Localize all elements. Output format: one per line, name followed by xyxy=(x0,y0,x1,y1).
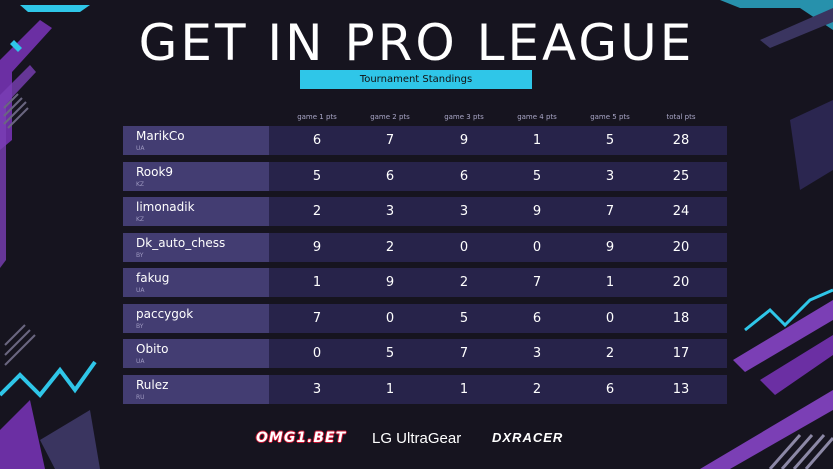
player-name: limonadik xyxy=(136,200,195,214)
player-name: paccygok xyxy=(136,306,194,321)
game-3-score: 2 xyxy=(459,275,469,290)
player-cell: paccygok BY xyxy=(123,303,269,333)
table-row: fakug UA 1 9 2 7 1 20 xyxy=(123,268,727,297)
total-score: 20 xyxy=(672,275,690,290)
game-4-score: 3 xyxy=(532,346,542,361)
game-4-score: 9 xyxy=(532,204,542,219)
total-score: 17 xyxy=(672,346,690,361)
player-name: Rulez xyxy=(136,377,169,392)
dxracer-logo: DXRACER xyxy=(492,430,564,445)
game-1-score: 9 xyxy=(312,239,322,255)
total-score: 24 xyxy=(672,204,690,219)
table-row: paccygok BY 7 0 5 6 0 18 xyxy=(123,303,727,333)
player-country: UA xyxy=(136,145,145,152)
column-headers: game 1 pts game 2 pts game 3 pts game 4 … xyxy=(0,113,833,125)
total-score: 18 xyxy=(672,310,690,326)
page-title: GET IN PRO LEAGUE xyxy=(138,14,695,72)
game-2-score: 0 xyxy=(385,310,395,326)
table-row: Obito UA 0 5 7 3 2 17 xyxy=(123,339,727,368)
player-country: RU xyxy=(136,393,145,401)
table-row: Dk_auto_chess BY 9 2 0 0 9 20 xyxy=(123,232,727,262)
sponsor-bar: OMG1.BET LG UltraGear DXRACER xyxy=(0,428,833,454)
player-name: Dk_auto_chess xyxy=(136,235,226,250)
player-cell: fakug UA xyxy=(123,268,269,297)
player-name: Rook9 xyxy=(136,164,174,179)
player-cell: Dk_auto_chess BY xyxy=(123,232,269,262)
game-2-score: 7 xyxy=(385,133,395,148)
game-4-score: 1 xyxy=(532,133,542,148)
game-5-score: 7 xyxy=(605,204,615,219)
player-country: KZ xyxy=(136,216,145,223)
game-2-score: 6 xyxy=(385,168,395,184)
total-score: 28 xyxy=(672,133,690,148)
game-5-score: 5 xyxy=(605,133,615,148)
table-row: Rook9 KZ 5 6 6 5 3 25 xyxy=(123,161,727,191)
game-3-score: 6 xyxy=(459,168,469,184)
game-1-score: 2 xyxy=(312,204,322,219)
game-1-score: 1 xyxy=(312,275,322,290)
header-total: total pts xyxy=(666,113,696,121)
game-2-score: 3 xyxy=(385,204,395,219)
player-cell: Rook9 KZ xyxy=(123,161,269,191)
game-3-score: 9 xyxy=(459,133,469,148)
game-4-score: 6 xyxy=(532,310,542,326)
player-cell: Rulez RU xyxy=(123,374,269,404)
table-row: limonadik KZ 2 3 3 9 7 24 xyxy=(123,197,727,226)
game-3-score: 7 xyxy=(459,346,469,361)
game-2-score: 1 xyxy=(385,381,395,397)
game-1-score: 5 xyxy=(312,168,322,184)
subtitle-banner: Tournament Standings xyxy=(300,70,532,89)
game-5-score: 0 xyxy=(605,310,615,326)
standings-table: MarikCo UA 6 7 9 1 5 28 Rook9 KZ 5 6 6 5… xyxy=(123,126,727,410)
omg-bet-logo: OMG1.BET xyxy=(256,430,347,446)
player-name: fakug xyxy=(136,271,170,285)
game-1-score: 6 xyxy=(312,133,322,148)
player-country: BY xyxy=(136,251,144,259)
game-4-score: 2 xyxy=(532,381,542,397)
player-cell: Obito UA xyxy=(123,339,269,368)
game-4-score: 5 xyxy=(532,168,542,184)
total-score: 13 xyxy=(672,381,690,397)
game-5-score: 3 xyxy=(605,168,615,184)
total-score: 25 xyxy=(672,168,690,184)
game-3-score: 1 xyxy=(459,381,469,397)
game-1-score: 7 xyxy=(312,310,322,326)
game-1-score: 0 xyxy=(312,346,322,361)
game-5-score: 6 xyxy=(605,381,615,397)
game-5-score: 1 xyxy=(605,275,615,290)
game-3-score: 5 xyxy=(459,310,469,326)
table-row: MarikCo UA 6 7 9 1 5 28 xyxy=(123,126,727,155)
total-score: 20 xyxy=(672,239,690,255)
game-4-score: 7 xyxy=(532,275,542,290)
header-game-5: game 5 pts xyxy=(590,113,630,121)
game-2-score: 5 xyxy=(385,346,395,361)
game-2-score: 9 xyxy=(385,275,395,290)
player-name: MarikCo xyxy=(136,129,185,143)
header-game-3: game 3 pts xyxy=(444,113,484,121)
game-5-score: 2 xyxy=(605,346,615,361)
game-5-score: 9 xyxy=(605,239,615,255)
player-country: UA xyxy=(136,358,145,365)
player-country: KZ xyxy=(136,180,145,188)
game-4-score: 0 xyxy=(532,239,542,255)
lg-ultragear-logo: LG UltraGear xyxy=(372,430,462,447)
game-1-score: 3 xyxy=(312,381,322,397)
game-3-score: 3 xyxy=(459,204,469,219)
header-game-1: game 1 pts xyxy=(297,113,337,121)
player-name: Obito xyxy=(136,342,169,356)
header-game-4: game 4 pts xyxy=(517,113,557,121)
player-country: BY xyxy=(136,322,144,330)
header-game-2: game 2 pts xyxy=(370,113,410,121)
table-row: Rulez RU 3 1 1 2 6 13 xyxy=(123,374,727,404)
player-country: UA xyxy=(136,287,145,294)
game-2-score: 2 xyxy=(385,239,395,255)
player-cell: MarikCo UA xyxy=(123,126,269,155)
game-3-score: 0 xyxy=(459,239,469,255)
player-cell: limonadik KZ xyxy=(123,197,269,226)
